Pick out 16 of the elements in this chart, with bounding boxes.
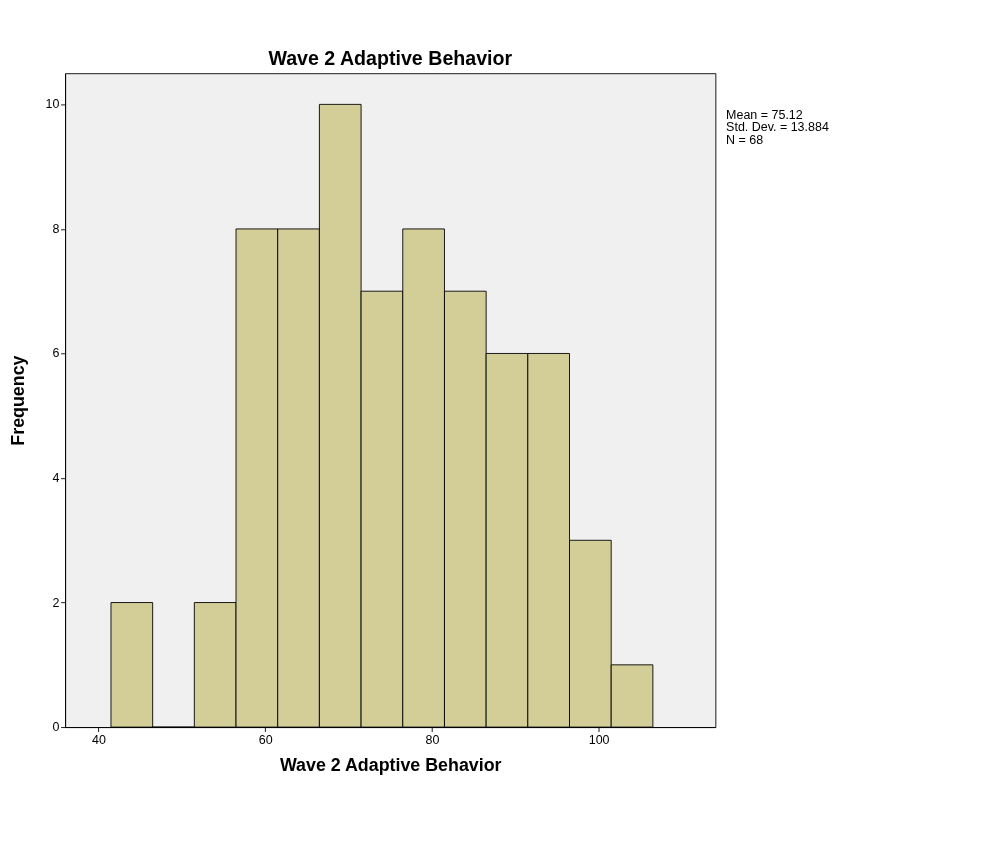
y-axis-title: Frequency [8, 355, 29, 446]
x-tick-label: 40 [91, 732, 106, 747]
y-tick-label: 2 [52, 595, 60, 610]
text: Mean = 75.12 [726, 107, 803, 122]
x-tick-label: 60 [258, 732, 273, 747]
text: Std. Dev. = 13.884 [726, 120, 829, 135]
y-tick-label: 10 [45, 97, 60, 112]
y-tick-label: 8 [52, 221, 60, 236]
x-tick-label: 80 [425, 732, 440, 747]
y-tick-label: 6 [52, 346, 60, 361]
text: N = 68 [726, 132, 764, 147]
chart-title: Wave 2 Adaptive Behavior [268, 47, 513, 70]
y-tick-label: 4 [52, 471, 60, 486]
x-axis-title: Wave 2 Adaptive Behavior [279, 755, 502, 776]
y-tick-label: 0 [52, 720, 60, 735]
x-tick-label: 100 [588, 732, 610, 747]
